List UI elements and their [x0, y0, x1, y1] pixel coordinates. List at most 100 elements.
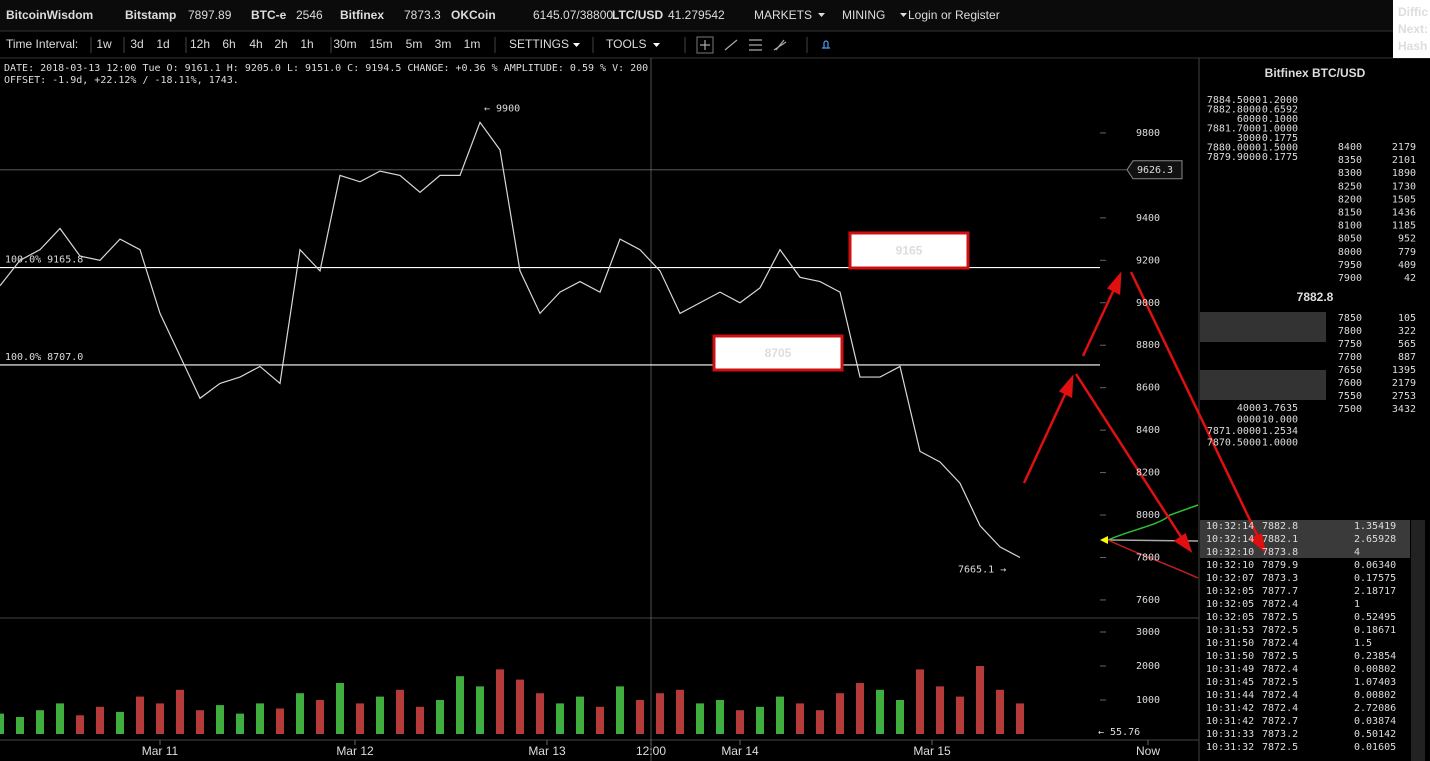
- scrollbar: [1411, 520, 1425, 761]
- market-price: 2546: [296, 8, 323, 22]
- book-amount: 409: [1398, 260, 1416, 271]
- interval-button[interactable]: 5m: [406, 37, 423, 51]
- book-price: 7900: [1338, 273, 1362, 284]
- interval-button[interactable]: 1w: [96, 37, 112, 51]
- toolbar-menu[interactable]: TOOLS: [606, 37, 646, 51]
- market-name[interactable]: OKCoin: [451, 8, 496, 22]
- book-price: 8000: [1338, 247, 1362, 258]
- book-price: 8350: [1338, 155, 1362, 166]
- last-price: 7882.8: [1297, 290, 1334, 304]
- volume-bar: [256, 703, 264, 734]
- book-price: 7600: [1338, 378, 1362, 389]
- volume-bar: [656, 693, 664, 734]
- low-label: 7665.1 →: [958, 564, 1006, 575]
- book-amount: 322: [1398, 326, 1416, 337]
- market-name[interactable]: Bitstamp: [125, 8, 176, 22]
- volume-bar: [776, 696, 784, 734]
- x-tick-label: Mar 13: [528, 744, 566, 758]
- volume-bar: [636, 700, 644, 734]
- interval-button[interactable]: 1d: [156, 37, 169, 51]
- trade-price: 7873.2: [1262, 729, 1298, 740]
- toolbar-menu[interactable]: SETTINGS: [509, 37, 569, 51]
- volume-bar: [696, 703, 704, 734]
- trade-amount: 0.50142: [1354, 729, 1396, 740]
- price-line: [0, 121, 1021, 559]
- book-amount: 0.1775: [1262, 152, 1298, 163]
- trade-amount: 0.18671: [1354, 625, 1396, 636]
- book-amount: 2101: [1392, 155, 1416, 166]
- market-name[interactable]: Bitfinex: [340, 8, 384, 22]
- book-amount: 3432: [1392, 404, 1416, 415]
- dropdown-caret: [653, 43, 660, 47]
- market-name[interactable]: LTC/USD: [612, 8, 663, 22]
- market-price: 41.279542: [668, 8, 725, 22]
- book-amount: 1.2534: [1262, 426, 1298, 437]
- volume-bar: [896, 700, 904, 734]
- market-name[interactable]: BTC-e: [251, 8, 287, 22]
- level-label: 100.0% 9165.8: [5, 255, 83, 266]
- nav-text: or: [941, 8, 952, 22]
- book-highlight: [1200, 370, 1326, 400]
- volume-bar: [376, 696, 384, 734]
- volume-bar: [456, 676, 464, 734]
- y-tick-label: 7600: [1136, 595, 1160, 606]
- volume-bar: [56, 703, 64, 734]
- book-price: 7870.5000: [1207, 438, 1261, 449]
- volume-bar: [596, 706, 604, 734]
- book-amount: 1.5000: [1262, 143, 1298, 154]
- y-tick-label: 8800: [1136, 340, 1160, 351]
- volume-bar: [76, 715, 84, 734]
- trade-price: 7872.5: [1262, 612, 1298, 623]
- stat-label: Next:: [1398, 22, 1428, 36]
- x-tick-label: Mar 12: [336, 744, 374, 758]
- volume-bar: [196, 710, 204, 734]
- logo[interactable]: BitcoinWisdom: [6, 8, 93, 22]
- interval-button[interactable]: 15m: [369, 37, 392, 51]
- trade-time: 10:32:07: [1206, 573, 1254, 584]
- volume-bar: [956, 696, 964, 734]
- stat-label: Diffic: [1398, 5, 1428, 19]
- y-tick-label: 8600: [1136, 383, 1160, 394]
- interval-button[interactable]: 6h: [222, 37, 235, 51]
- volume-bar: [756, 706, 764, 734]
- volume-bar: [216, 705, 224, 734]
- volume-bar: [316, 700, 324, 734]
- interval-button[interactable]: 4h: [249, 37, 262, 51]
- book-price: 7500: [1338, 404, 1362, 415]
- nav-menu[interactable]: MINING: [842, 8, 885, 22]
- trade-amount: 0.00802: [1354, 664, 1396, 675]
- interval-button[interactable]: 30m: [333, 37, 356, 51]
- register-link[interactable]: Register: [955, 8, 1000, 22]
- book-amount: 10.000: [1262, 415, 1298, 426]
- login-link[interactable]: Login: [908, 8, 937, 22]
- y-tick-label: 9200: [1136, 255, 1160, 266]
- interval-button[interactable]: 1h: [300, 37, 313, 51]
- trade-amount: 4: [1354, 547, 1360, 558]
- trade-time: 10:31:32: [1206, 742, 1254, 753]
- annotation-box: [848, 231, 970, 270]
- trade-time: 10:31:33: [1206, 729, 1254, 740]
- book-price: 8400: [1338, 142, 1362, 153]
- trade-amount: 1.5: [1354, 638, 1372, 649]
- trade-time: 10:32:10: [1206, 560, 1254, 571]
- volume-bar: [156, 703, 164, 734]
- market-price: 7897.89: [188, 8, 232, 22]
- chart-info: DATE: 2018-03-13 12:00 Tue O: 9161.1 H: …: [4, 63, 648, 74]
- interval-button[interactable]: 3m: [435, 37, 452, 51]
- trade-amount: 2.65928: [1354, 534, 1396, 545]
- book-amount: 1.2000: [1262, 95, 1298, 106]
- high-label: ← 9900: [484, 103, 520, 114]
- interval-button[interactable]: 3d: [130, 37, 143, 51]
- book-price: 8200: [1338, 194, 1362, 205]
- volume-tick-label: 3000: [1136, 627, 1160, 638]
- trade-amount: 1: [1354, 599, 1360, 610]
- book-amount: 1436: [1392, 208, 1416, 219]
- nav-menu[interactable]: MARKETS: [754, 8, 812, 22]
- interval-button[interactable]: 12h: [190, 37, 210, 51]
- book-price: 7871.0000: [1207, 426, 1261, 437]
- interval-button[interactable]: 2h: [274, 37, 287, 51]
- interval-button[interactable]: 1m: [464, 37, 481, 51]
- volume-bar: [396, 689, 404, 734]
- volume-bar: [556, 703, 564, 734]
